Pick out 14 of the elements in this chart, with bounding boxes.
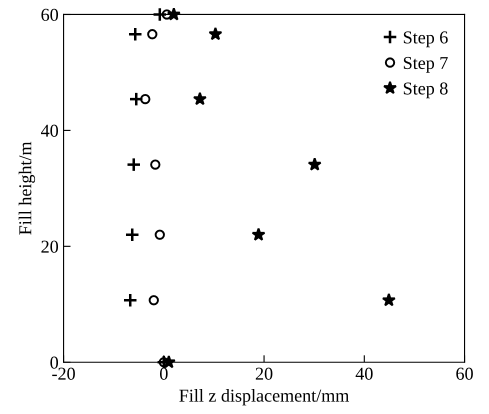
x-axis-title: Fill z displacement/mm xyxy=(179,389,350,406)
y-tick-label: 40 xyxy=(41,124,58,137)
y-axis-title: Fill height/m xyxy=(18,142,36,235)
x-tick-label: 0 xyxy=(160,368,168,380)
y-tick-label: 20 xyxy=(41,240,58,253)
x-tick-label: 40 xyxy=(356,368,373,380)
y-tick-label: 60 xyxy=(41,8,58,21)
legend-label: Step 8 xyxy=(404,82,448,98)
x-tick-label: 60 xyxy=(456,368,473,380)
legend-label: Step 6 xyxy=(404,31,448,48)
legend-label: Step 7 xyxy=(404,56,448,73)
x-tick-label: -20 xyxy=(52,368,75,380)
y-tick-label: 0 xyxy=(50,356,58,369)
x-tick-label: 20 xyxy=(256,368,272,380)
